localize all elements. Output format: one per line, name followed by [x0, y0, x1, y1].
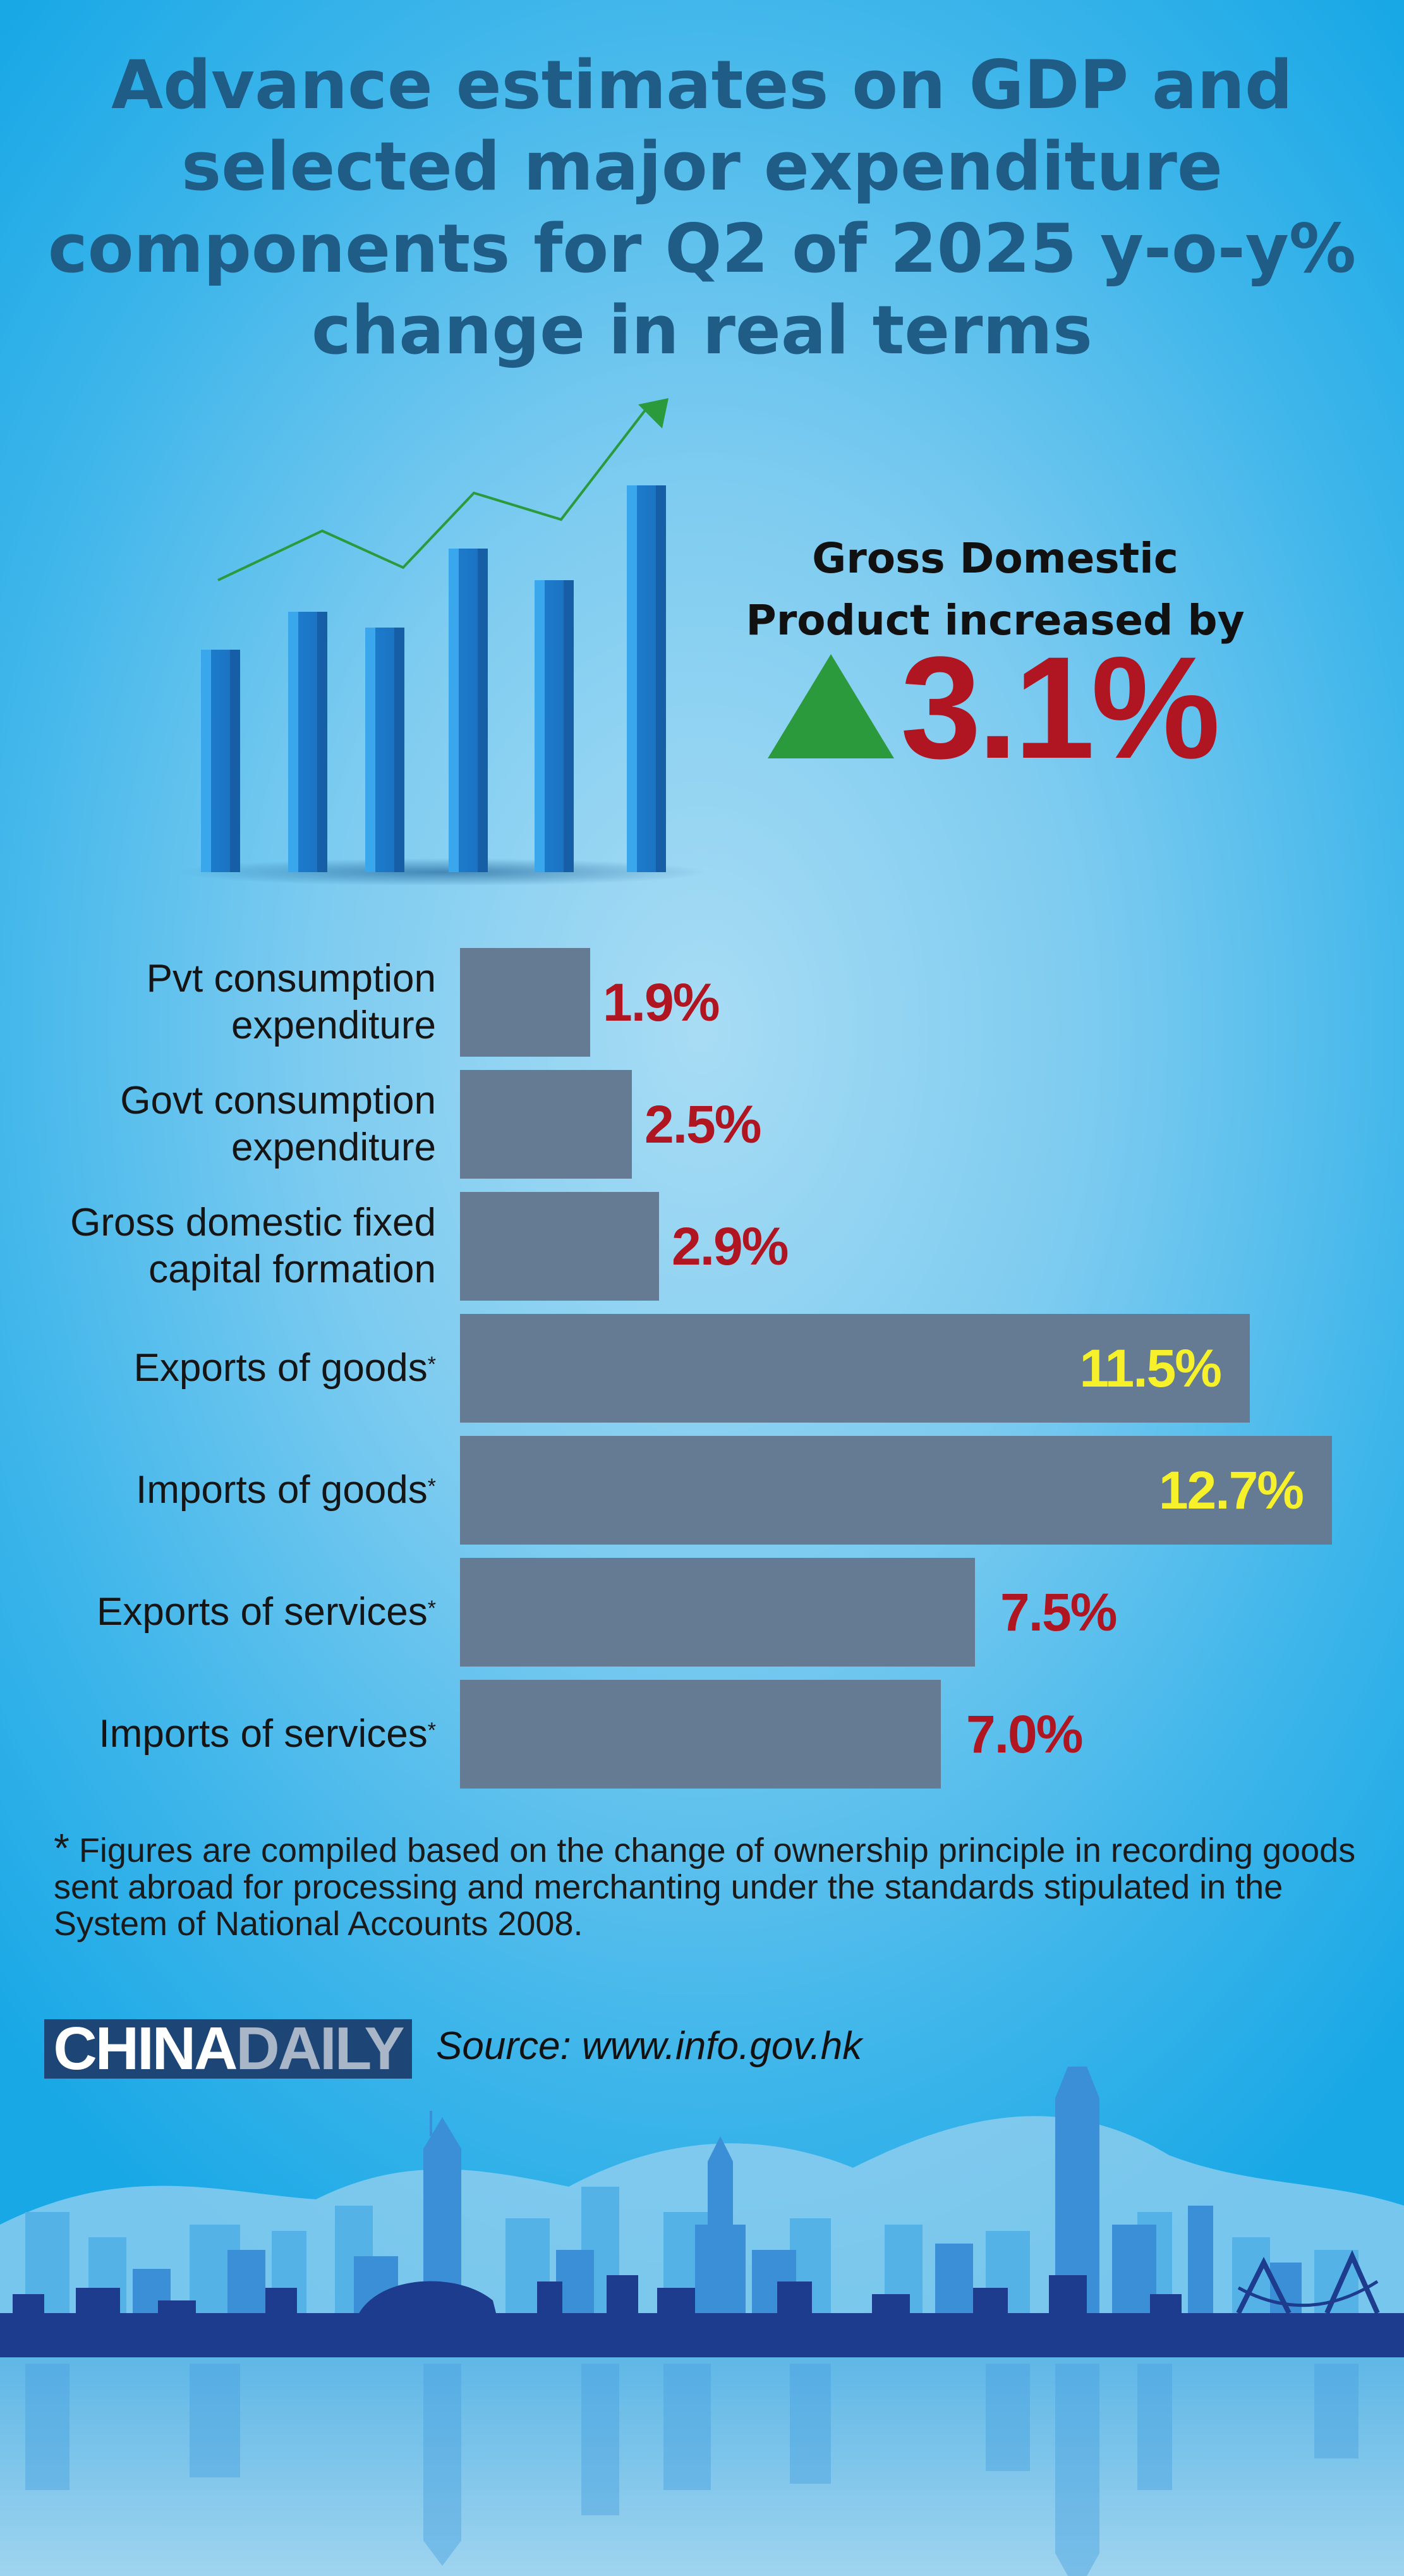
bar [460, 1192, 659, 1301]
footnote: * Figures are compiled based on the chan… [54, 1828, 1368, 1943]
value-label: 7.0% [966, 1704, 1083, 1764]
gdp-label: Gross Domestic Product increased by [746, 534, 1245, 645]
trend-arrow-head [638, 398, 669, 428]
value-label: 1.9% [603, 972, 720, 1032]
value-label: 12.7% [1158, 1460, 1304, 1520]
bar [460, 1070, 632, 1179]
chinadaily-logo: CHINA DAILY [44, 2015, 412, 2082]
harbour-water [0, 2357, 1404, 2576]
bar [460, 1436, 1332, 1545]
bar [460, 1680, 941, 1789]
footnote-marker: * [427, 1718, 436, 1742]
category-label: Govt consumption expenditure [120, 1079, 436, 1169]
bar-row: Exports of services * 7.5% [0, 1558, 1404, 1667]
value-label: 2.9% [672, 1216, 789, 1276]
growth-chart-illustration [177, 398, 708, 885]
bar [460, 1558, 975, 1667]
bar [460, 948, 590, 1057]
bar [460, 1314, 1250, 1423]
bar-row: Imports of goods * 12.7% [0, 1436, 1404, 1545]
illustration-bars [201, 485, 666, 872]
category-label: Gross domestic fixed capital formation [70, 1201, 436, 1291]
skyline-reflection [25, 2364, 1359, 2576]
bar-row: Pvt consumption expenditure 1.9% [0, 948, 1404, 1057]
bar-row: Exports of goods * 11.5% [0, 1314, 1404, 1423]
city-skyline-illustration [0, 2067, 1404, 2576]
skyline-front [0, 2250, 1404, 2357]
gdp-value: 3.1% [900, 626, 1220, 789]
category-label: Imports of services * [13, 1680, 436, 1789]
value-label: 2.5% [645, 1094, 761, 1154]
category-label: Pvt consumption expenditure [146, 957, 436, 1047]
up-triangle-icon [768, 654, 894, 758]
category-label: Exports of services * [13, 1558, 436, 1667]
footnote-marker: * [427, 1352, 436, 1376]
bar-row: Gross domestic fixed capital formation 2.… [0, 1192, 1404, 1301]
source-credit: Source: www.info.gov.hk [436, 2024, 862, 2068]
footnote-marker: * [427, 1474, 436, 1498]
footnote-text: Figures are compiled based on the change… [54, 1832, 1356, 1943]
bar-row: Imports of services * 7.0% [0, 1680, 1404, 1789]
bar-row: Govt consumption expenditure 2.5% [0, 1070, 1404, 1179]
value-label: 11.5% [1079, 1338, 1222, 1398]
footnote-marker: * [54, 1825, 70, 1871]
footnote-marker: * [427, 1596, 436, 1620]
trend-line [217, 403, 651, 581]
value-label: 7.5% [1000, 1582, 1117, 1642]
category-label: Imports of goods * [13, 1436, 436, 1545]
category-label: Exports of goods * [13, 1314, 436, 1423]
expenditure-bar-chart: Pvt consumption expenditure 1.9% Govt cons… [0, 948, 1404, 1807]
page-title: Advance estimates on GDP and selected ma… [47, 46, 1357, 369]
